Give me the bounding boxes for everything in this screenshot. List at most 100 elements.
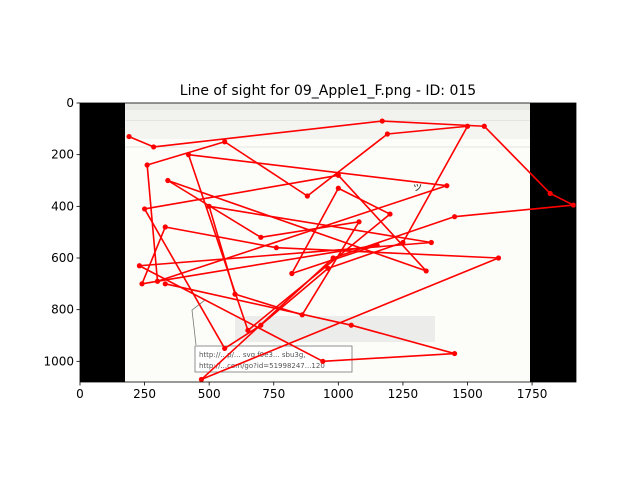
- app-toolbar-2: [125, 110, 530, 121]
- gaze-point: [232, 291, 238, 297]
- x-tick-label: 1500: [452, 387, 483, 401]
- heading-fragment: ッ: [412, 180, 423, 193]
- gaze-point: [139, 281, 145, 287]
- gaze-point: [464, 123, 471, 129]
- x-tick-label: 250: [133, 387, 156, 401]
- scanpath-segment: [260, 221, 360, 239]
- gaze-point: [289, 270, 295, 277]
- left-black-bar: [80, 103, 125, 382]
- x-tick-label: 1250: [388, 387, 419, 401]
- gaze-point: [387, 211, 393, 217]
- scanpath-segment: [337, 187, 391, 215]
- scanpath-segment: [549, 192, 574, 206]
- scanpath-segment: [327, 241, 404, 270]
- gaze-point: [547, 190, 553, 197]
- scanpath-segment: [144, 174, 339, 210]
- scanpath-segment: [402, 125, 469, 243]
- gaze-point: [141, 206, 148, 212]
- scanpath-segment: [337, 174, 427, 272]
- scanpath-segment: [224, 141, 308, 197]
- scanpath-segment: [247, 213, 391, 331]
- x-tick-label: 0: [76, 387, 84, 401]
- gaze-point: [444, 183, 450, 189]
- scanpath-segment: [128, 135, 154, 148]
- x-tick-label: 750: [262, 387, 285, 401]
- gaze-point: [379, 118, 385, 124]
- url-tooltip: [194, 345, 353, 373]
- y-tick-label: 1000: [43, 354, 74, 368]
- scanpath-segment: [167, 179, 427, 272]
- scanpath-segment: [260, 267, 329, 326]
- scanpath-segment: [387, 125, 468, 135]
- gaze-point: [273, 245, 279, 251]
- scanpath-segment: [165, 283, 352, 326]
- y-tick-label: 600: [51, 251, 74, 265]
- gaze-point: [320, 358, 326, 364]
- x-tick-label: 500: [198, 387, 221, 401]
- gaze-point: [451, 350, 458, 357]
- scanpath-segment: [209, 205, 432, 244]
- scanpath-segment: [483, 125, 551, 194]
- mail-header-band: [125, 121, 530, 139]
- scanpath-segment: [224, 324, 262, 350]
- axes-frame: [79, 102, 577, 383]
- gaze-point: [335, 172, 341, 178]
- url-tooltip-line2: http://...com/go?id=51998247...120: [199, 362, 325, 370]
- x-tick-label: 1750: [517, 387, 548, 401]
- gaze-point: [245, 327, 251, 333]
- scanpath-segment: [454, 204, 574, 218]
- gaze-point: [299, 312, 305, 318]
- gaze-point: [136, 263, 143, 269]
- scanpath-segment: [201, 257, 499, 381]
- scanpath-segment: [351, 324, 455, 355]
- gaze-point: [348, 322, 354, 328]
- gaze-point: [198, 376, 205, 382]
- y-tick-label: 800: [51, 303, 74, 317]
- scanpath-segment: [165, 226, 277, 249]
- callout-line: [191, 299, 206, 346]
- gaze-point: [258, 234, 264, 240]
- gaze-point: [162, 281, 168, 287]
- scanpath-segment: [153, 120, 383, 148]
- app-toolbar: [125, 103, 530, 110]
- content-block: [235, 316, 435, 342]
- scanpath-segment: [187, 154, 249, 331]
- scanpath-segment: [167, 179, 262, 239]
- scanpath-segment: [291, 187, 340, 274]
- gaze-point: [154, 278, 161, 284]
- gaze-point: [400, 239, 406, 246]
- scanpath-segment: [146, 140, 225, 166]
- scanpath-segment: [139, 241, 432, 267]
- gaze-point: [162, 224, 168, 230]
- gaze-point: [151, 144, 157, 150]
- gaze-point: [304, 193, 310, 199]
- scanpath-segment: [141, 226, 166, 285]
- gaze-point: [481, 123, 487, 129]
- gaze-point: [570, 202, 576, 208]
- scanpath-segment: [188, 153, 447, 187]
- gaze-point: [165, 177, 171, 184]
- gaze-point: [428, 239, 434, 246]
- gaze-point: [330, 255, 336, 261]
- gaze-point: [144, 162, 150, 168]
- gaze-point: [222, 345, 228, 352]
- scanpath-segment: [141, 244, 378, 285]
- gaze-point: [258, 322, 264, 328]
- gaze-point: [356, 219, 362, 225]
- gaze-point: [384, 131, 391, 137]
- scanpath-segment: [208, 206, 236, 295]
- gaze-point: [222, 139, 228, 145]
- y-tick-label: 0: [66, 96, 74, 110]
- scanpath-segment: [143, 208, 226, 349]
- scanpath-segment: [276, 246, 499, 259]
- url-tooltip-line1: http://...p/... svg f9e3... sbu3g,: [199, 351, 306, 359]
- gaze-point: [325, 265, 331, 271]
- scanpath-segment: [322, 352, 455, 363]
- gaze-point: [451, 214, 458, 220]
- x-axis: 0 250 500 750 1000 1250 1500 1750: [76, 382, 547, 401]
- gaze-point: [374, 242, 380, 248]
- y-axis: 0 200 400 600 800 1000: [43, 96, 80, 368]
- y-tick-label: 200: [51, 148, 74, 162]
- gaze-point: [185, 152, 192, 158]
